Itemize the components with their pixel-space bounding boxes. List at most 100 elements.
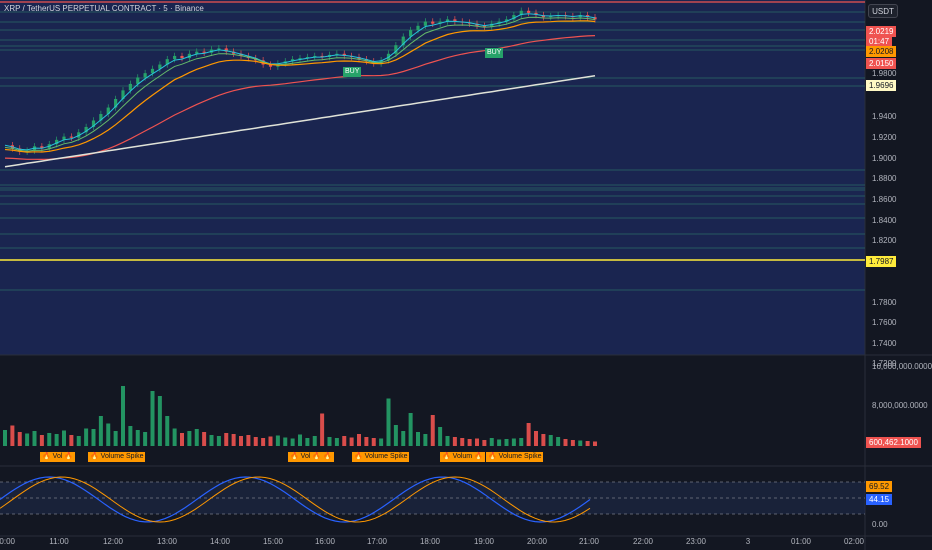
volume-bar — [62, 430, 66, 446]
volume-bar — [578, 440, 583, 446]
candle-body — [527, 10, 531, 13]
volume-spike-label: 🔥 Volume Spike — [486, 452, 544, 462]
volume-bar — [401, 431, 406, 446]
volume-bar — [91, 429, 96, 446]
price-tick: 1.7200 — [872, 359, 897, 368]
volume-bar — [452, 437, 457, 446]
buy-signal: BUY — [343, 67, 362, 77]
volume-bar — [585, 441, 590, 446]
volume-bar — [334, 438, 339, 446]
yellow-line-badge: 1.7987 — [866, 256, 897, 267]
volume-bar — [275, 435, 280, 446]
volume-bar — [475, 438, 479, 446]
price-tick: 1.9200 — [872, 133, 897, 142]
volume-bar — [239, 436, 243, 446]
candle-body — [173, 55, 177, 60]
candle-body — [150, 68, 155, 74]
candle-body — [136, 77, 140, 84]
time-tick: 15:00 — [262, 537, 284, 546]
osc-blue-badge: 44.15 — [866, 494, 893, 505]
volume-bar — [548, 435, 553, 446]
volume-bar — [290, 438, 295, 446]
candle-body — [91, 120, 96, 127]
volume-bar — [534, 431, 538, 446]
candle-body — [291, 59, 295, 62]
ema-white-badge: 1.9696 — [866, 80, 897, 91]
candle-body — [401, 36, 405, 46]
volume-label: 🔥 Vol 🔥 🔥 — [288, 452, 334, 462]
ema-cyan — [4, 13, 596, 151]
volume-bar — [563, 439, 568, 446]
volume-bar — [320, 413, 325, 446]
volume-bar — [39, 435, 44, 446]
volume-bar — [121, 386, 125, 446]
candle-body — [445, 19, 450, 22]
candle-body — [453, 19, 457, 22]
candle-body — [106, 107, 110, 115]
time-tick: 22:00 — [632, 537, 654, 546]
time-tick: 01:00 — [790, 537, 812, 546]
price-tick: 1.7400 — [872, 339, 897, 348]
volume-bar — [128, 426, 133, 446]
candle-body — [62, 136, 66, 140]
volume-bar — [482, 440, 487, 446]
volume-bar — [150, 391, 155, 446]
ema-green — [4, 16, 596, 152]
time-tick: 18:00 — [419, 537, 441, 546]
price-tick: 1.8600 — [872, 195, 897, 204]
candle-body — [342, 53, 346, 56]
candle-body — [438, 21, 442, 24]
volume-bar — [84, 428, 89, 446]
volume-bar — [438, 427, 443, 446]
stoch-d-line — [0, 476, 591, 523]
volume-spike-label: 🔥 Volume Spike — [88, 452, 146, 462]
volume-bar — [98, 416, 103, 446]
price-tick: 1.9400 — [872, 112, 897, 121]
candle-body — [519, 10, 523, 16]
candle-body — [217, 48, 221, 50]
time-tick: 02:00 — [843, 537, 865, 546]
volume-bar — [312, 436, 317, 446]
volume-bar — [305, 438, 310, 446]
candle-body — [416, 25, 420, 31]
ema-orange-badge: 2.0208 — [866, 46, 897, 57]
buy-signal: BUY — [485, 48, 504, 58]
ema-white — [4, 74, 596, 168]
candle-body — [423, 21, 427, 26]
candle-body — [55, 139, 59, 145]
volume-bar — [408, 413, 413, 446]
price-tick: 1.9800 — [872, 69, 897, 78]
volume-bar — [180, 433, 184, 446]
time-tick: 20:00 — [526, 537, 548, 546]
ema-orange — [4, 20, 596, 153]
price-tick: 1.8200 — [872, 236, 897, 245]
volume-bar — [386, 398, 391, 446]
symbol-title[interactable]: XRP / TetherUS PERPETUAL CONTRACT · 5 · … — [4, 4, 204, 13]
candle-body — [165, 59, 169, 65]
volume-bar — [504, 439, 509, 446]
time-tick: 21:00 — [578, 537, 600, 546]
candle-body — [84, 126, 88, 133]
volume-bar — [268, 436, 273, 446]
candle-body — [180, 55, 184, 59]
volume-bar — [202, 432, 207, 446]
volume-tick-top: 16,000,000.0000 — [872, 362, 932, 371]
volume-bar — [445, 436, 450, 446]
candle-body — [482, 25, 486, 27]
volume-bar — [526, 423, 531, 446]
volume-tick-mid: 8,000,000.0000 — [872, 401, 928, 410]
time-tick: 12:00 — [102, 537, 124, 546]
volume-bar — [261, 438, 266, 446]
volume-bar — [69, 435, 74, 446]
volume-bar — [430, 415, 435, 446]
volume-bar — [298, 434, 302, 446]
volume-bar — [379, 438, 384, 446]
candle-body — [114, 98, 118, 108]
volume-bar — [246, 435, 251, 446]
price-tick: 1.7600 — [872, 318, 897, 327]
price-tick: 1.7800 — [872, 298, 897, 307]
volume-bar — [497, 439, 502, 446]
time-tick: 3 — [745, 537, 751, 546]
currency-unit-button[interactable]: USDT — [868, 4, 898, 18]
